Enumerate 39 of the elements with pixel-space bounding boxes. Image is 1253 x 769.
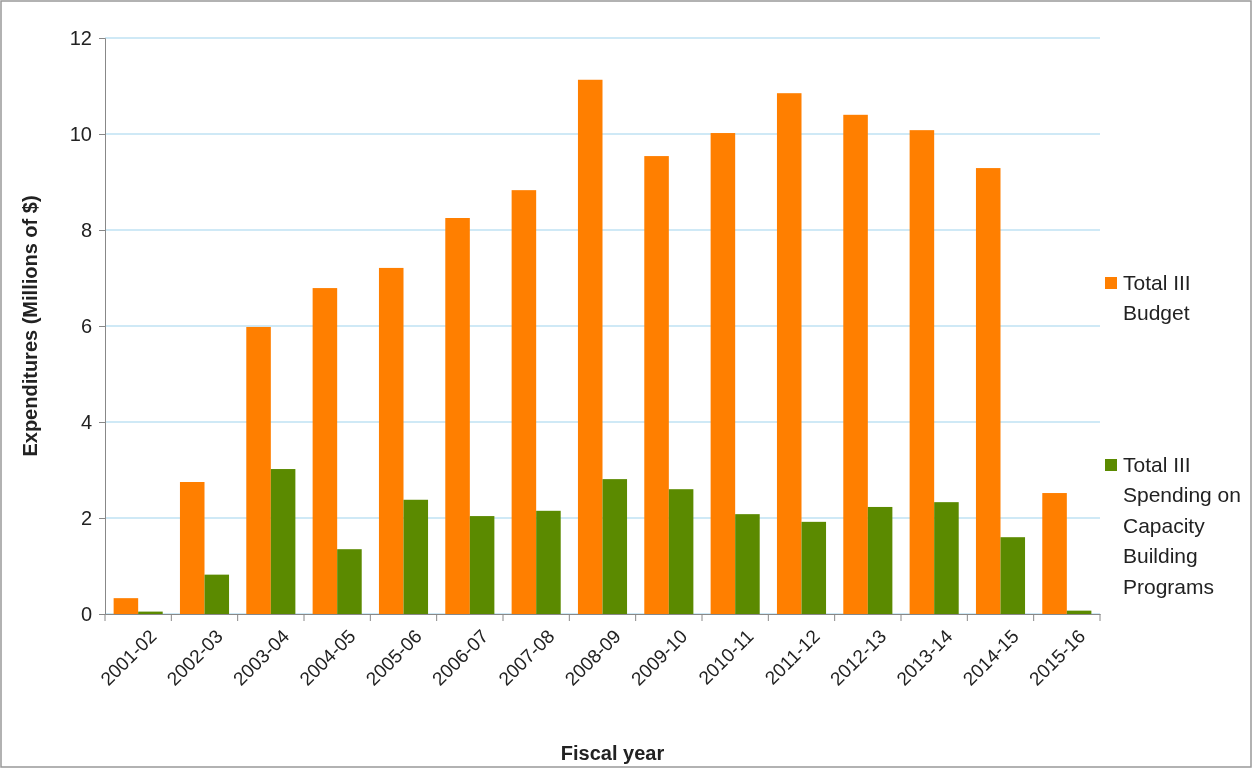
- bar: [246, 326, 271, 614]
- y-tick-label: 12: [69, 26, 92, 49]
- bar: [445, 218, 470, 614]
- y-tick-label: 8: [80, 218, 92, 241]
- bar: [909, 130, 935, 614]
- bar: [403, 499, 429, 614]
- bar: [337, 549, 362, 614]
- y-tick-label: 4: [80, 410, 92, 433]
- y-tick-label: 2: [80, 506, 92, 529]
- bar: [867, 506, 893, 614]
- y-tick-label: 0: [80, 602, 92, 625]
- bar: [776, 93, 802, 614]
- bar: [668, 489, 694, 614]
- bar: [975, 168, 1001, 614]
- y-tick-label: 6: [80, 314, 92, 337]
- bar: [843, 114, 868, 614]
- bar: [577, 79, 603, 614]
- legend-label: Total III Budget: [1123, 271, 1191, 325]
- bar: [511, 190, 537, 614]
- bar: [270, 469, 296, 614]
- x-axis-title: Fiscal year: [560, 742, 665, 764]
- legend-label: Total III Spending on Capacity Building Programs: [1123, 453, 1241, 598]
- bar: [1042, 493, 1067, 614]
- bar: [204, 574, 230, 614]
- bar: [536, 510, 561, 614]
- bar: [801, 521, 827, 614]
- y-tick-label: 10: [69, 122, 92, 145]
- y-axis-title: Expenditures (Millions of $): [19, 195, 41, 457]
- bar: [1000, 537, 1026, 614]
- bar: [735, 514, 760, 614]
- bar: [710, 133, 736, 614]
- bar: [113, 598, 139, 614]
- bar: [312, 288, 338, 614]
- bar: [644, 156, 669, 614]
- bar: [469, 516, 495, 614]
- bar: [179, 482, 205, 614]
- bar: [378, 267, 404, 614]
- bar: [602, 479, 628, 614]
- bar: [934, 502, 959, 614]
